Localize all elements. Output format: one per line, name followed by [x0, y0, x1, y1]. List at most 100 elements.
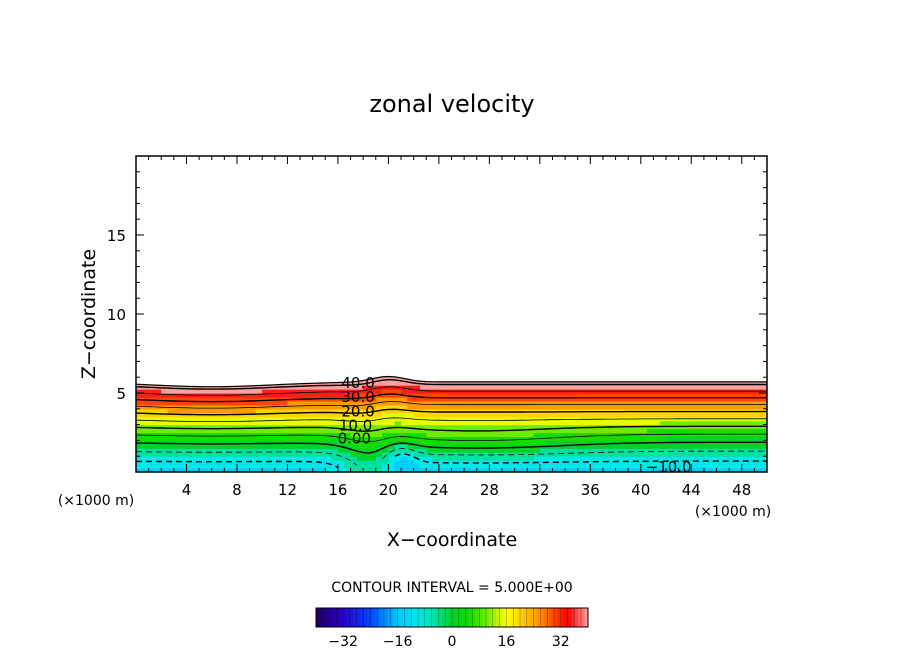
field-cell: [401, 378, 408, 382]
field-cell: [230, 436, 238, 441]
field-cell: [584, 385, 591, 390]
x-tick-label: 48: [732, 481, 751, 499]
field-cell: [584, 428, 591, 434]
field-cell: [565, 436, 572, 441]
field-cell: [369, 389, 377, 394]
field-cell: [552, 464, 560, 469]
field-cell: [136, 384, 143, 386]
field-cell: [735, 432, 743, 438]
field-cell: [476, 452, 484, 457]
field-cell: [388, 416, 396, 422]
field-cell: [546, 452, 554, 457]
field-cell: [527, 428, 535, 434]
field-cell: [218, 436, 225, 441]
field-cell: [672, 460, 680, 465]
field-cell: [741, 412, 749, 418]
field-cell: [154, 448, 162, 453]
field-cell: [274, 460, 282, 465]
field-cell: [186, 448, 194, 453]
field-cell: [407, 428, 415, 434]
field-cell: [337, 400, 345, 406]
field-cell: [647, 412, 655, 418]
field-cell: [552, 412, 560, 418]
field-cell: [678, 428, 686, 434]
field-cell: [394, 396, 402, 402]
field-cell: [533, 424, 541, 430]
field-cell: [508, 436, 516, 441]
field-cell: [192, 452, 200, 457]
field-cell: [729, 404, 737, 410]
field-cell: [659, 432, 667, 438]
field-cell: [691, 428, 699, 434]
field-cell: [546, 448, 554, 453]
colorbar-cell: [475, 608, 480, 627]
field-cell: [546, 432, 554, 438]
field-cell: [684, 436, 692, 441]
colorbar-cell: [367, 608, 371, 627]
field-cell: [558, 396, 566, 402]
field-cell: [180, 468, 188, 472]
field-cell: [306, 393, 314, 398]
field-cell: [161, 464, 169, 469]
field-cell: [483, 448, 490, 453]
field-cell: [565, 420, 572, 426]
field-cell: [710, 404, 718, 410]
field-cell: [590, 396, 598, 402]
field-cell: [287, 412, 295, 418]
field-cell: [413, 460, 421, 465]
colorbar-cell: [360, 608, 364, 627]
field-cell: [211, 420, 219, 426]
field-cell: [558, 452, 566, 457]
field-cell: [274, 416, 282, 422]
field-cell: [199, 404, 207, 410]
field-cell: [596, 420, 604, 426]
field-cell: [318, 448, 326, 453]
field-cell: [590, 400, 598, 406]
field-cell: [192, 386, 200, 390]
field-cell: [312, 428, 320, 434]
field-cell: [590, 428, 598, 434]
field-cell: [388, 393, 396, 398]
field-cell: [501, 396, 509, 402]
field-cell: [748, 420, 755, 426]
field-cell: [388, 396, 396, 402]
field-cell: [230, 404, 238, 410]
field-cell: [306, 383, 314, 386]
field-cell: [684, 420, 692, 426]
field-cell: [741, 436, 749, 441]
field-cell: [394, 381, 402, 386]
field-cell: [255, 452, 263, 457]
field-cell: [457, 412, 465, 418]
field-cell: [684, 404, 692, 410]
field-cell: [508, 396, 516, 402]
field-cell: [148, 464, 156, 469]
field-cell: [363, 436, 371, 441]
field-cell: [401, 448, 408, 453]
field-cell: [199, 416, 207, 422]
field-cell: [565, 452, 572, 457]
field-cell: [331, 452, 339, 457]
field-cell: [167, 452, 175, 457]
field-cell: [426, 456, 434, 461]
field-cell: [312, 400, 320, 406]
field-cell: [205, 432, 213, 438]
field-cell: [312, 416, 320, 422]
field-cell: [716, 468, 724, 472]
field-cell: [596, 452, 604, 457]
field-cell: [205, 404, 213, 410]
field-cell: [552, 440, 560, 445]
field-cell: [552, 416, 560, 422]
field-cell: [180, 428, 188, 434]
field-cell: [615, 456, 623, 461]
field-cell: [394, 428, 402, 434]
field-cell: [489, 456, 497, 461]
field-cell: [729, 412, 737, 418]
field-cell: [407, 468, 415, 472]
field-cell: [697, 396, 705, 402]
field-cell: [306, 436, 314, 441]
field-cell: [653, 396, 661, 402]
field-cell: [249, 436, 257, 441]
field-cell: [369, 452, 377, 457]
field-cell: [186, 416, 194, 422]
contour-line: [136, 460, 339, 469]
